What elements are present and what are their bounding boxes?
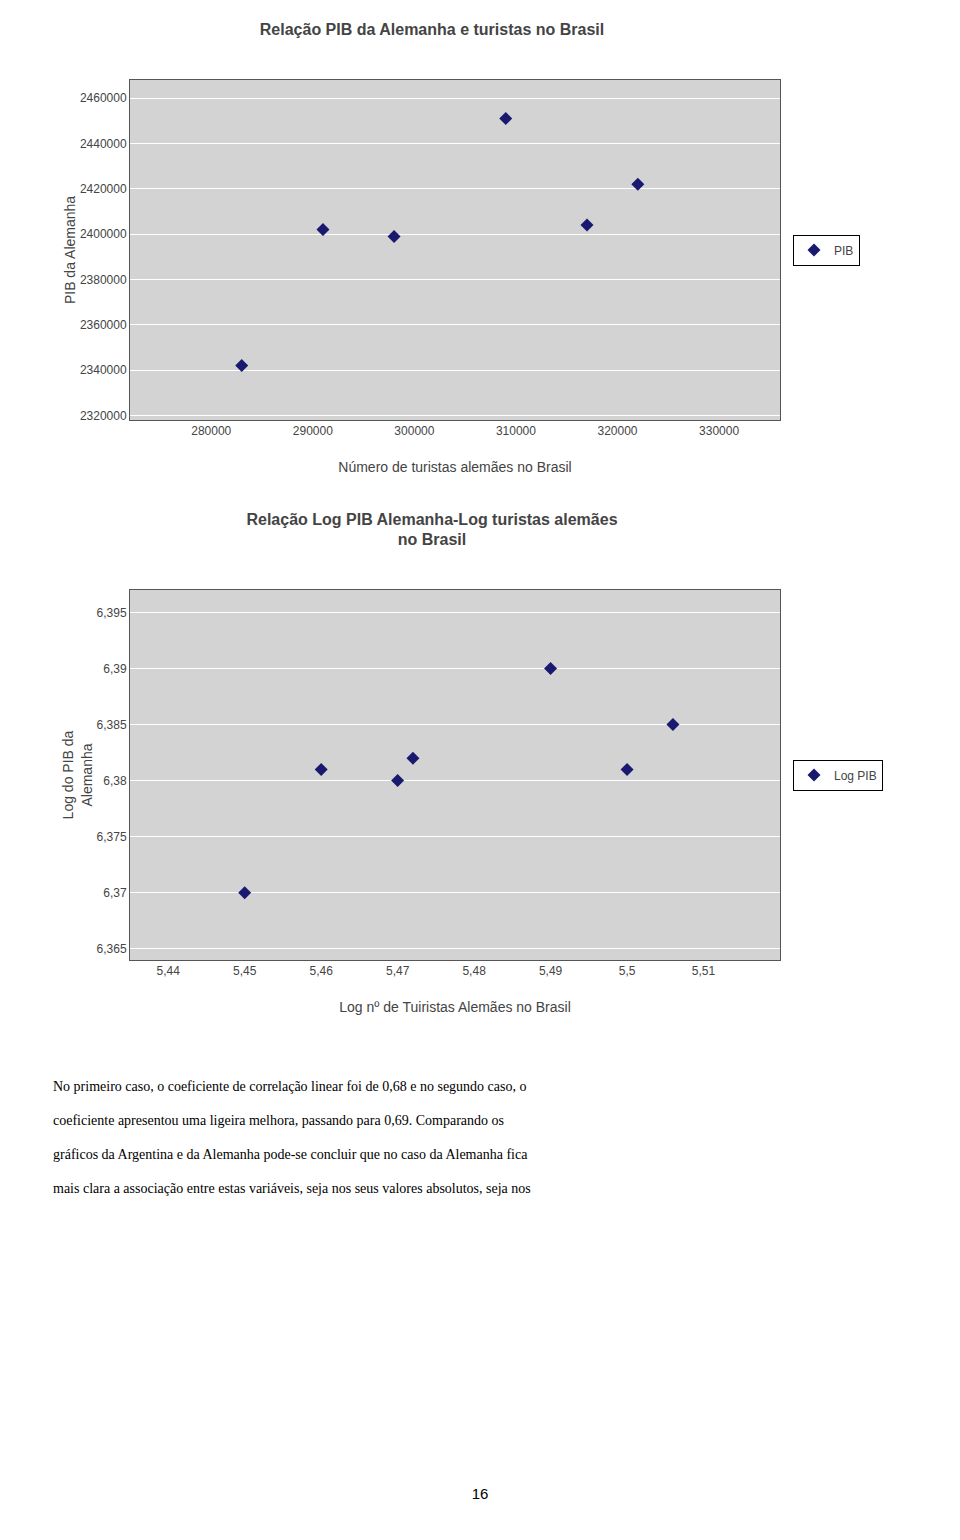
svg-text:Log nº de Tuiristas Alemães no: Log nº de Tuiristas Alemães no Brasil: [339, 999, 571, 1015]
svg-text:Relação Log PIB Alemanha-Log t: Relação Log PIB Alemanha-Log turistas al…: [246, 511, 617, 549]
svg-text:2380000: 2380000: [80, 273, 127, 287]
svg-text:2320000: 2320000: [80, 409, 127, 423]
svg-text:5,48: 5,48: [462, 964, 486, 978]
svg-text:6,39: 6,39: [103, 662, 127, 676]
svg-text:2420000: 2420000: [80, 182, 127, 196]
svg-text:2340000: 2340000: [80, 363, 127, 377]
svg-text:5,5: 5,5: [619, 964, 636, 978]
svg-text:5,44: 5,44: [157, 964, 181, 978]
svg-text:2440000: 2440000: [80, 137, 127, 151]
html-text:mais clara a associação entre: mais clara a associação entre estas vari…: [53, 1181, 531, 1196]
svg-text:6,395: 6,395: [97, 606, 127, 620]
svg-text:5,51: 5,51: [692, 964, 716, 978]
html-text:coeficiente apresentou uma lig: coeficiente apresentou uma ligeira melho…: [53, 1113, 504, 1128]
svg-text:5,47: 5,47: [386, 964, 410, 978]
svg-text:Número de turistas alemães no: Número de turistas alemães no Brasil: [338, 459, 571, 475]
html-text:No primeiro caso, o coeficient: No primeiro caso, o coeficiente de corre…: [53, 1079, 527, 1094]
svg-text:290000: 290000: [293, 424, 333, 438]
svg-text:6,38: 6,38: [103, 774, 127, 788]
svg-text:PIB da Alemanha: PIB da Alemanha: [62, 196, 78, 304]
svg-text:Log do PIB daAlemanha: Log do PIB daAlemanha: [60, 730, 94, 819]
svg-text:320000: 320000: [597, 424, 637, 438]
svg-text:PIB: PIB: [834, 244, 853, 258]
html-text:16: 16: [471, 1485, 489, 1502]
svg-text:330000: 330000: [699, 424, 739, 438]
svg-text:2460000: 2460000: [80, 91, 127, 105]
svg-text:6,385: 6,385: [97, 718, 127, 732]
html-text:gráficos da Argentina e da Ale: gráficos da Argentina e da Alemanha pode…: [53, 1147, 528, 1162]
svg-text:6,365: 6,365: [97, 942, 127, 956]
svg-text:6,375: 6,375: [97, 830, 127, 844]
svg-text:280000: 280000: [191, 424, 231, 438]
svg-text:300000: 300000: [394, 424, 434, 438]
svg-text:5,45: 5,45: [233, 964, 257, 978]
svg-text:5,49: 5,49: [539, 964, 563, 978]
svg-text:6,37: 6,37: [103, 886, 127, 900]
svg-text:5,46: 5,46: [310, 964, 334, 978]
svg-text:310000: 310000: [496, 424, 536, 438]
svg-text:2400000: 2400000: [80, 227, 127, 241]
svg-text:Relação PIB da Alemanha e turi: Relação PIB da Alemanha e turistas no Br…: [260, 21, 604, 38]
svg-text:2360000: 2360000: [80, 318, 127, 332]
svg-text:Log PIB: Log PIB: [834, 769, 877, 783]
